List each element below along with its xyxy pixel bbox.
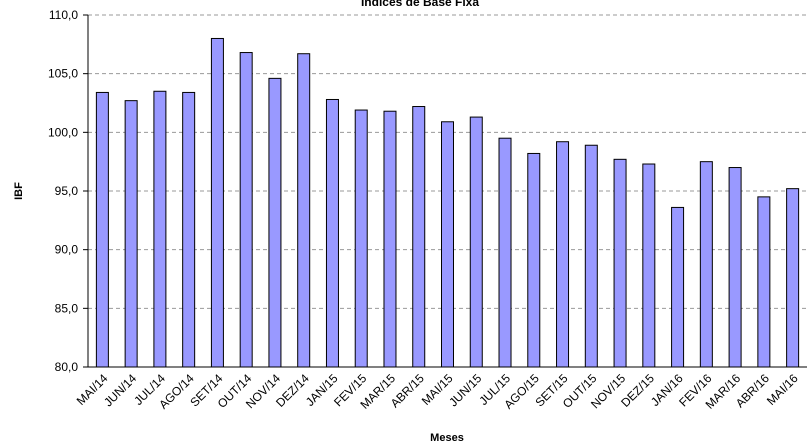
bar — [584, 144, 598, 368]
y-tick-label: 110,0 — [49, 8, 78, 22]
bar — [124, 100, 138, 368]
bar — [757, 196, 771, 368]
bar — [498, 137, 512, 368]
bar — [786, 188, 800, 368]
x-tick-label: MAI/16 — [764, 371, 801, 408]
bar — [354, 109, 368, 368]
bar — [95, 91, 109, 368]
x-tick-label: JUN/15 — [446, 371, 484, 409]
y-axis-label: IBF — [13, 182, 25, 200]
bar — [325, 98, 339, 368]
y-tick-label: 85,0 — [55, 301, 79, 315]
bar — [210, 37, 224, 368]
y-tick-label: 90,0 — [55, 243, 79, 257]
chart-title: Índices de Base Fixa — [361, 0, 479, 9]
y-tick-label: 95,0 — [55, 184, 79, 198]
y-tick-label: 105,0 — [48, 67, 78, 81]
bar — [441, 121, 454, 368]
bar — [613, 158, 627, 368]
bar — [527, 152, 541, 368]
x-tick-label: DEZ/14 — [273, 371, 312, 410]
y-tick-label: 80,0 — [55, 360, 79, 374]
bar — [671, 206, 685, 368]
bar — [153, 90, 167, 368]
bar — [412, 106, 426, 368]
x-tick-label: JUN/14 — [101, 371, 139, 409]
bar — [556, 141, 570, 368]
bar — [699, 161, 713, 368]
x-tick-label: DEZ/15 — [618, 371, 657, 410]
bar — [383, 110, 397, 368]
bar — [469, 116, 483, 368]
x-axis-label: Meses — [430, 432, 464, 444]
bar — [268, 77, 282, 368]
bar — [182, 91, 196, 368]
bar — [728, 167, 742, 368]
bar — [642, 163, 656, 368]
bar — [239, 52, 253, 368]
bar — [297, 53, 311, 368]
y-tick-label: 100,0 — [48, 125, 78, 139]
